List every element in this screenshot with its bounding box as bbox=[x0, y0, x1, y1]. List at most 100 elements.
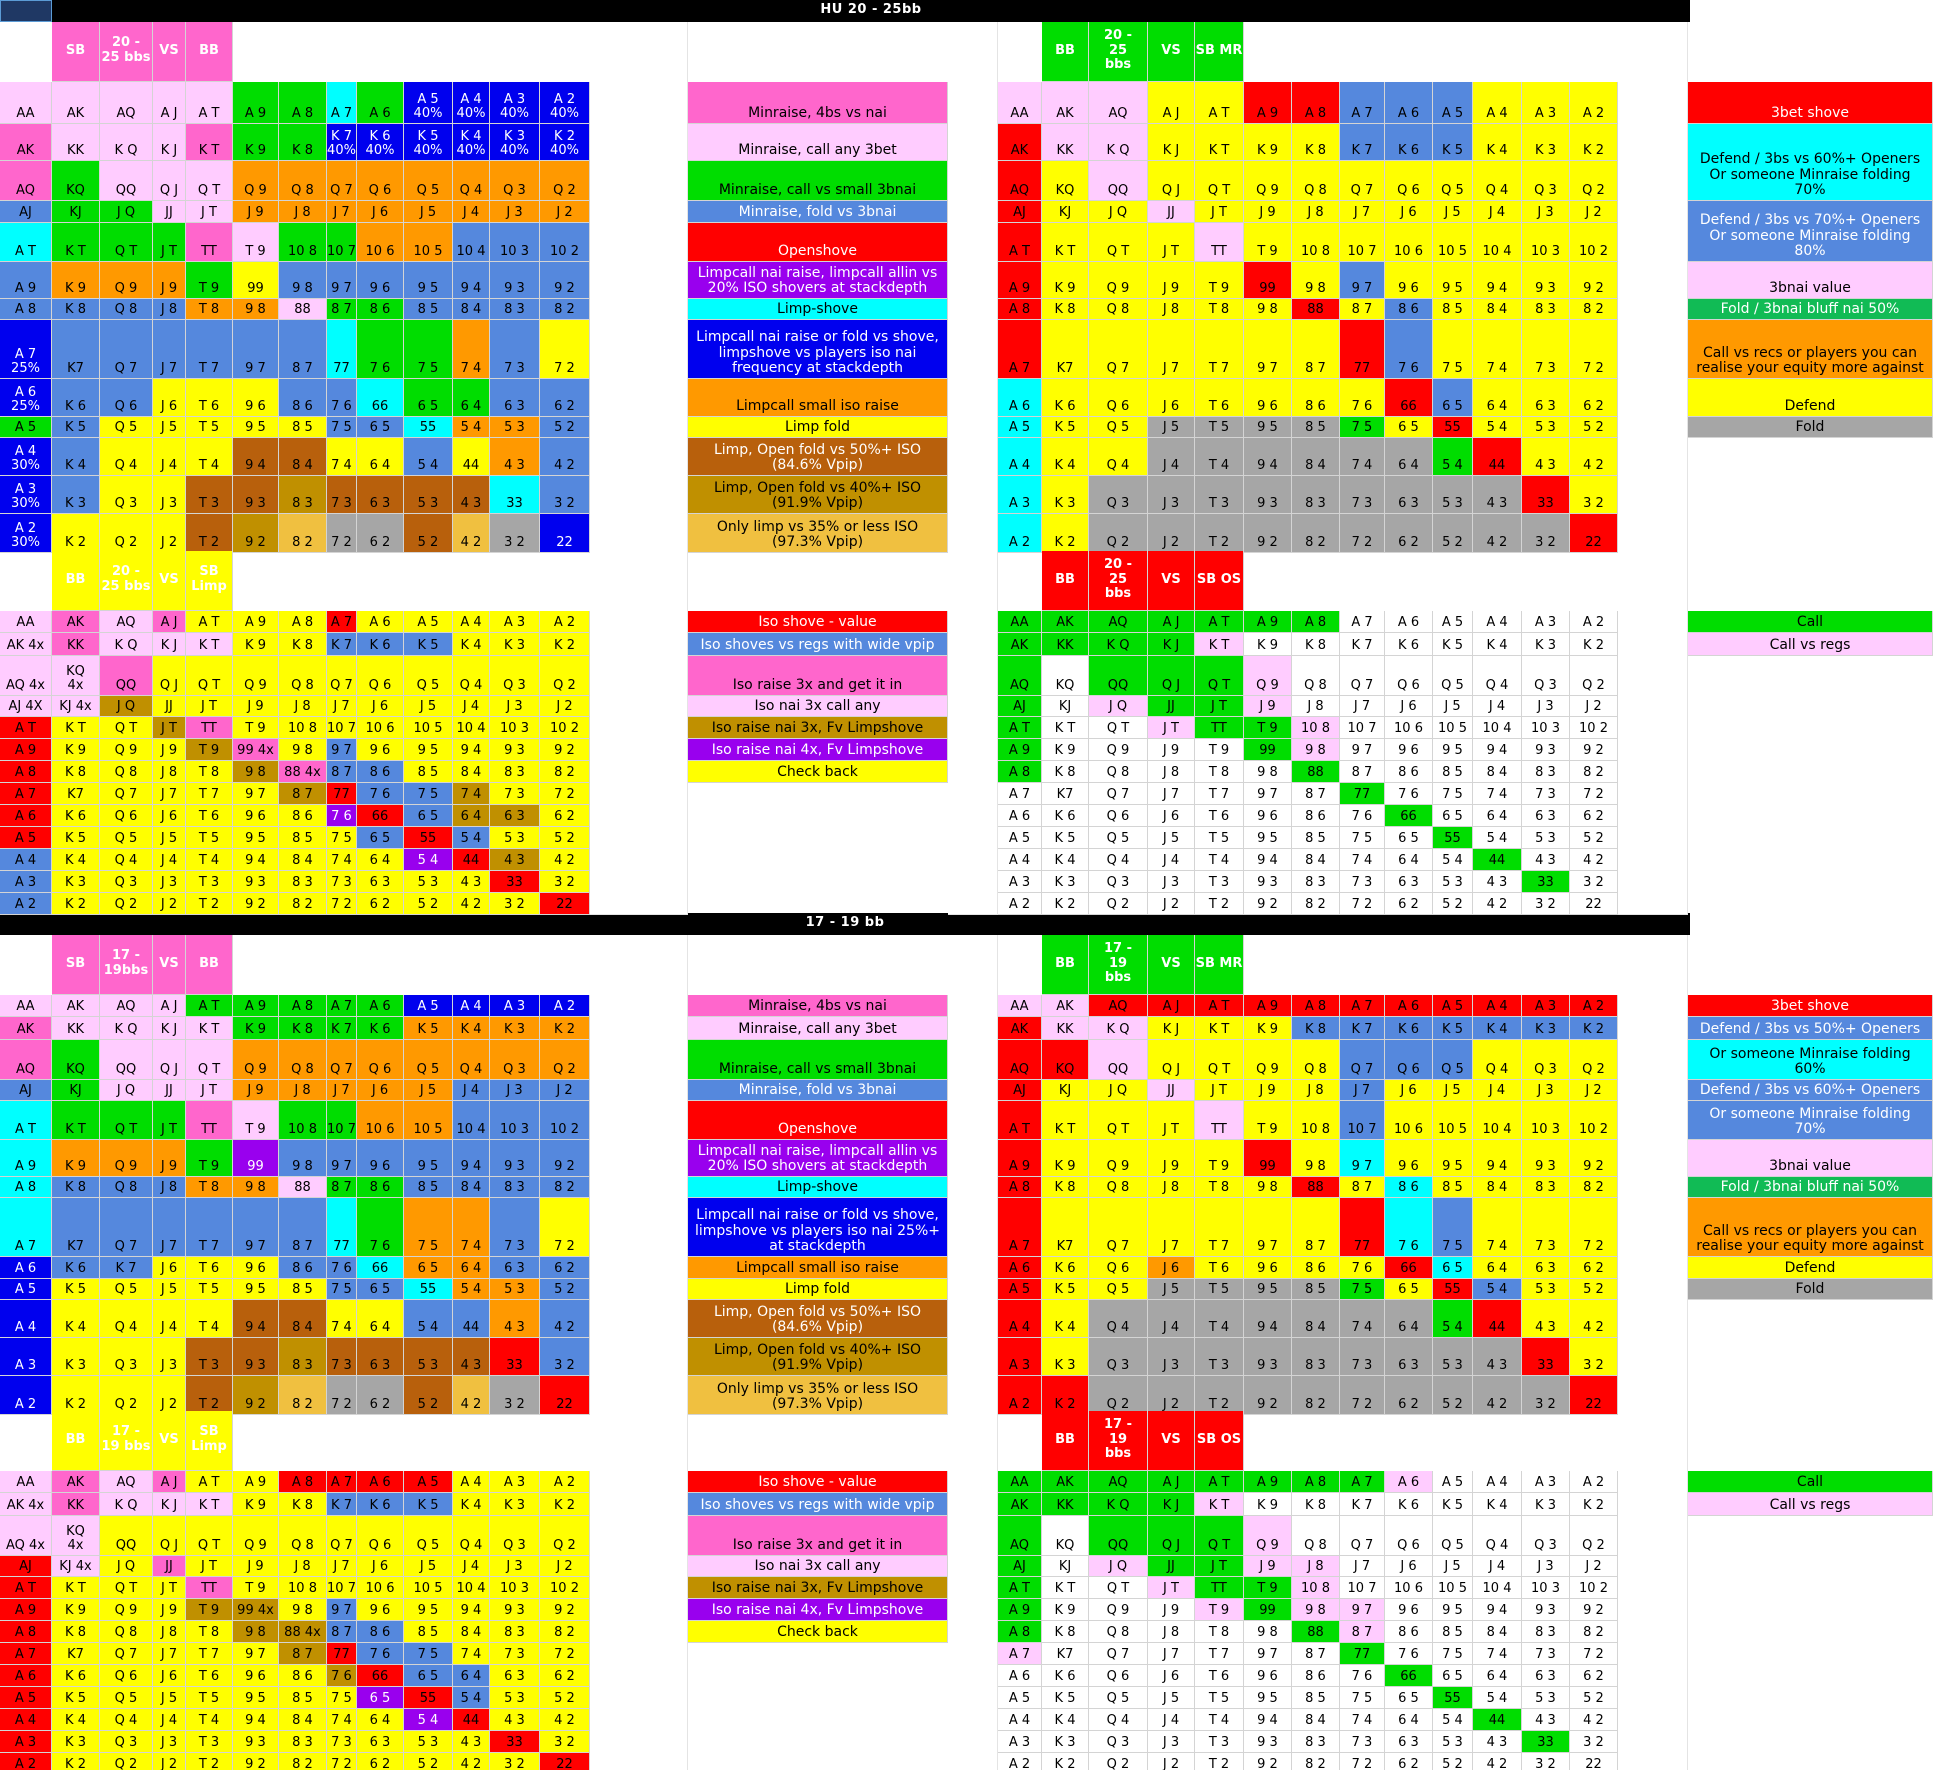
right-sb20-cell: 7 3 bbox=[1522, 320, 1570, 379]
left-limp20-cell: A 3 bbox=[490, 611, 540, 633]
left-sb17-header-1: 17 - 19bbs bbox=[100, 935, 153, 995]
left-limp20-cell: 8 4 bbox=[453, 761, 490, 783]
right-limp17-cell: K T bbox=[1042, 1577, 1089, 1599]
right-limp17-cell: 7 4 bbox=[1340, 1709, 1385, 1731]
right-limp17-cell: 10 2 bbox=[1570, 1577, 1618, 1599]
right-sb20-cell: Q J bbox=[1148, 161, 1195, 201]
right-sb20-cell: 3 2 bbox=[1522, 514, 1570, 553]
left-limp20-cell: 77 bbox=[327, 783, 357, 805]
left-limp20-cell: K T bbox=[186, 633, 233, 656]
left-sb17-cell: J 7 bbox=[153, 1198, 186, 1257]
right-limp17-cell: 9 7 bbox=[1340, 1599, 1385, 1621]
right-sb17-cell: Q 8 bbox=[1292, 1040, 1340, 1080]
left-limp17-cell: Q 8 bbox=[279, 1516, 327, 1556]
right-sb17-cell: 7 3 bbox=[1340, 1338, 1385, 1376]
right-limp20-cell: 8 3 bbox=[1522, 761, 1570, 783]
left-sb17-cell: K 2 bbox=[52, 1376, 100, 1415]
left-limp20-cell: K 2 bbox=[52, 893, 100, 915]
right-limp17-cell: 7 4 bbox=[1473, 1643, 1522, 1665]
left-sb20-cell: 5 4 bbox=[404, 438, 453, 476]
right-sb20-cell: 6 5 bbox=[1433, 379, 1473, 417]
right-limp20-cell: 9 7 bbox=[1244, 783, 1292, 805]
right-limp17-cell: K 9 bbox=[1244, 1493, 1292, 1516]
left-limp20-cell: J 3 bbox=[490, 696, 540, 717]
right-limp17-cell: 77 bbox=[1340, 1643, 1385, 1665]
left-sb20-cell: Q 2 bbox=[540, 161, 590, 201]
left-sb17-cell: AQ bbox=[0, 1040, 52, 1080]
right-limp17-cell: J Q bbox=[1089, 1556, 1148, 1577]
right-sb17-cell: A 3 bbox=[998, 1338, 1042, 1376]
right-sb17-cell: 88 bbox=[1292, 1177, 1340, 1198]
right-sb20-cell: 22 bbox=[1570, 514, 1618, 553]
right-sb17-cell: Q T bbox=[1195, 1040, 1244, 1080]
right-limp20-cell: AA bbox=[998, 611, 1042, 633]
left-sb17-legend-item: Minraise, call any 3bet bbox=[688, 1017, 948, 1040]
left-limp17-cell: J 4 bbox=[453, 1556, 490, 1577]
right-sb17-cell: 99 bbox=[1244, 1140, 1292, 1177]
right-limp20-cell: 10 3 bbox=[1522, 717, 1570, 739]
right-sb17-cell: J 6 bbox=[1148, 1257, 1195, 1279]
left-sb17-cell: 4 3 bbox=[490, 1300, 540, 1338]
left-limp17-cell: KQ 4x bbox=[52, 1516, 100, 1556]
left-limp17-cell: J 8 bbox=[279, 1556, 327, 1577]
right-sb20-cell: Q 6 bbox=[1089, 379, 1148, 417]
left-limp17-cell: K 4 bbox=[453, 1493, 490, 1516]
right-sb17-cell: Q J bbox=[1148, 1040, 1195, 1080]
left-limp20-cell: 33 bbox=[490, 871, 540, 893]
right-limp17-cell: 7 3 bbox=[1340, 1731, 1385, 1753]
right-limp20-cell: A 6 bbox=[1385, 611, 1433, 633]
right-limp20-cell: 8 6 bbox=[1292, 805, 1340, 827]
right-sb20-cell: Q T bbox=[1195, 161, 1244, 201]
left-limp20-cell: 4 3 bbox=[490, 849, 540, 871]
right-limp17-cell: A 2 bbox=[998, 1753, 1042, 1770]
right-limp17-cell: 6 4 bbox=[1473, 1665, 1522, 1687]
right-limp20-cell: 8 5 bbox=[1292, 827, 1340, 849]
right-sb20-cell: T 6 bbox=[1195, 379, 1244, 417]
right-sb20-cell: 5 2 bbox=[1570, 417, 1618, 438]
left-sb17-cell: 10 5 bbox=[404, 1101, 453, 1140]
left-limp20-cell: J 9 bbox=[153, 739, 186, 761]
left-sb20-legend-item: Limp, Open fold vs 50%+ ISO (84.6% Vpip) bbox=[688, 438, 948, 476]
right-limp17-cell: 5 4 bbox=[1473, 1687, 1522, 1709]
left-sb20-cell: K J bbox=[153, 124, 186, 161]
left-limp17-cell: 9 5 bbox=[233, 1687, 279, 1709]
left-limp20-cell: 44 bbox=[453, 849, 490, 871]
right-limp20-cell: 4 3 bbox=[1522, 849, 1570, 871]
right-sb17-cell: 6 5 bbox=[1385, 1279, 1433, 1300]
right-limp20-cell: 6 2 bbox=[1570, 805, 1618, 827]
left-limp17-cell: Q 3 bbox=[100, 1731, 153, 1753]
right-limp17-cell: 7 5 bbox=[1433, 1643, 1473, 1665]
left-limp20-cell: J 3 bbox=[153, 871, 186, 893]
right-limp17-cell: 99 bbox=[1244, 1599, 1292, 1621]
right-limp17-cell: A 3 bbox=[1522, 1471, 1570, 1493]
left-sb20-cell: Q 6 bbox=[357, 161, 404, 201]
right-sb20-cell: A 6 bbox=[998, 379, 1042, 417]
right-sb17-cell: AK bbox=[998, 1017, 1042, 1040]
right-sb20-cell: 8 7 bbox=[1340, 299, 1385, 320]
left-sb20-cell: K 5 bbox=[52, 417, 100, 438]
right-limp17-cell: 6 5 bbox=[1385, 1687, 1433, 1709]
left-sb20-cell: TT bbox=[186, 223, 233, 262]
left-limp17-cell: QQ bbox=[100, 1516, 153, 1556]
left-sb20-cell: 9 4 bbox=[453, 262, 490, 299]
right-sb20-legend-item: 3bet shove bbox=[1688, 82, 1933, 124]
left-sb17-cell: K 8 bbox=[52, 1177, 100, 1198]
left-sb17-cell: K7 bbox=[52, 1198, 100, 1257]
left-sb20-cell: 9 8 bbox=[233, 299, 279, 320]
left-limp20-cell: T 4 bbox=[186, 849, 233, 871]
left-limp17-cell: 6 3 bbox=[490, 1665, 540, 1687]
right-limp20-cell: 99 bbox=[1244, 739, 1292, 761]
left-limp20-cell: Q J bbox=[153, 656, 186, 696]
left-limp17-cell: K 6 bbox=[52, 1665, 100, 1687]
left-sb20-legend-item: Minraise, call vs small 3bnai bbox=[688, 161, 948, 201]
left-sb20-cell: K 6 40% bbox=[357, 124, 404, 161]
right-limp17-cell: J 4 bbox=[1473, 1556, 1522, 1577]
right-sb17-cell: J 5 bbox=[1148, 1279, 1195, 1300]
right-sb17-cell: 9 5 bbox=[1433, 1140, 1473, 1177]
left-sb17-cell: KQ bbox=[52, 1040, 100, 1080]
left-limp17-cell: 8 7 bbox=[279, 1643, 327, 1665]
right-sb17-cell: 6 4 bbox=[1385, 1300, 1433, 1338]
left-sb20-cell: 8 4 bbox=[279, 438, 327, 476]
right-sb20-cell: 6 4 bbox=[1473, 379, 1522, 417]
right-limp20-cell: T 3 bbox=[1195, 871, 1244, 893]
